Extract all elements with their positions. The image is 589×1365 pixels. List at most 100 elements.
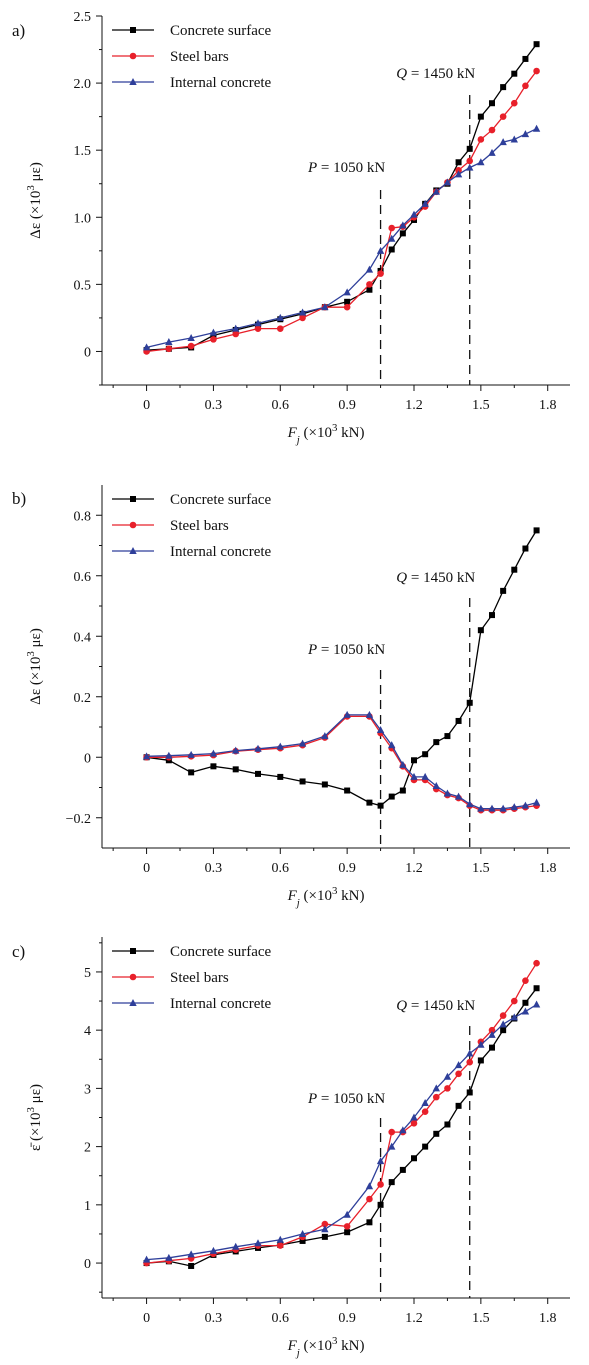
data-point <box>510 99 518 107</box>
data-point <box>276 1235 284 1243</box>
data-point <box>455 1070 462 1078</box>
data-point <box>388 1179 395 1186</box>
x-tick-label: 1.8 <box>539 1311 557 1326</box>
data-point <box>432 1093 440 1101</box>
data-point <box>399 221 407 229</box>
y-tick-label: 0 <box>84 1257 91 1272</box>
x-tick-label: 0.6 <box>272 1311 290 1326</box>
data-point <box>444 1085 451 1092</box>
legend-label: Concrete surface <box>170 23 272 39</box>
chart-panel-3: c) 0 0.3 0.6 0.9 1.2 1.5 1.8 0 1 2 3 4 5 Fj (×103 kN) ε… <box>12 937 570 1359</box>
legend-label: Internal concrete <box>170 75 272 91</box>
data-point <box>489 1044 495 1051</box>
data-point <box>455 159 462 166</box>
data-point <box>466 1049 474 1057</box>
data-point <box>344 1229 351 1236</box>
data-point <box>377 1181 384 1188</box>
legend: Concrete surface Steel bars Internal concr… <box>112 492 272 560</box>
y-tick-label: 2 <box>84 1141 91 1156</box>
x-tick-label: 0.6 <box>272 861 290 876</box>
y-tick-label: −0.2 <box>66 812 91 827</box>
x-tick-label: 0.3 <box>205 861 223 876</box>
y-tick-label: 0.8 <box>74 509 92 524</box>
y-tick-label: 0 <box>84 345 91 360</box>
data-point <box>510 135 518 143</box>
x-tick-label: 1.8 <box>539 398 557 413</box>
x-tick-label: 0.9 <box>338 1311 356 1326</box>
data-point <box>388 741 396 749</box>
y-tick-label: 1.0 <box>74 211 92 226</box>
data-point <box>443 178 452 186</box>
data-point <box>410 1120 418 1127</box>
data-point <box>377 270 384 277</box>
series-line <box>146 530 538 807</box>
data-point <box>432 187 440 195</box>
data-point <box>232 330 240 338</box>
data-point <box>388 1142 396 1150</box>
legend-label: Steel bars <box>170 518 229 534</box>
series-concrete-surface <box>143 985 540 1269</box>
data-point <box>421 772 429 780</box>
data-point <box>488 804 496 812</box>
reference-line-label: Q = 1450 kN <box>396 998 475 1014</box>
series-internal-concrete <box>142 1000 541 1263</box>
data-point <box>276 1242 284 1249</box>
data-point <box>421 199 429 207</box>
series-line <box>146 987 538 1267</box>
data-point <box>142 1255 151 1263</box>
legend-label: Steel bars <box>170 49 229 65</box>
data-point <box>522 55 529 62</box>
data-point <box>209 1246 218 1254</box>
data-point <box>454 792 463 800</box>
data-point <box>510 997 518 1005</box>
data-point <box>477 1040 485 1048</box>
series-line <box>146 715 537 811</box>
legend-marker <box>129 521 137 529</box>
legend: Concrete surface Steel bars Internal concr… <box>112 944 272 1012</box>
y-tick-label: 1.5 <box>74 144 92 159</box>
y-axis-title: Δε (×103 με) <box>25 628 44 705</box>
data-point <box>188 769 195 776</box>
data-point <box>422 1143 429 1150</box>
data-point <box>344 787 351 794</box>
x-tick-label: 0 <box>143 398 150 413</box>
data-point <box>399 1126 407 1134</box>
y-tick-label: 0.5 <box>74 278 92 293</box>
y-tick-label: 1 <box>84 1199 91 1214</box>
data-point <box>454 170 463 178</box>
data-point <box>376 1157 385 1165</box>
data-point <box>388 224 396 232</box>
legend-marker <box>130 948 136 954</box>
data-point <box>466 1089 473 1096</box>
data-point <box>376 246 385 254</box>
legend-label: Steel bars <box>170 970 229 986</box>
data-point <box>232 766 239 773</box>
data-point <box>533 67 540 75</box>
data-point <box>299 778 306 785</box>
x-tick-label: 1.5 <box>472 398 490 413</box>
data-point <box>321 1220 329 1228</box>
x-tick-label: 1.5 <box>472 861 490 876</box>
data-point <box>254 325 262 332</box>
data-point <box>499 804 507 812</box>
legend-marker <box>129 78 137 85</box>
data-point <box>343 710 351 718</box>
data-point <box>511 70 518 77</box>
data-point <box>466 699 473 706</box>
data-point <box>410 210 418 218</box>
data-point <box>411 1155 417 1162</box>
data-point <box>421 1108 429 1115</box>
series-line <box>146 714 537 810</box>
reference-line-label: P = 1050 kN <box>307 642 385 658</box>
data-point <box>489 100 495 107</box>
series-internal-concrete <box>142 124 541 351</box>
y-tick-label: 3 <box>84 1082 91 1097</box>
data-point <box>521 801 530 809</box>
data-point <box>276 313 284 321</box>
data-point <box>533 41 540 48</box>
data-point <box>188 1262 195 1269</box>
data-point <box>365 265 374 273</box>
data-point <box>232 746 240 754</box>
data-point <box>510 1013 518 1021</box>
